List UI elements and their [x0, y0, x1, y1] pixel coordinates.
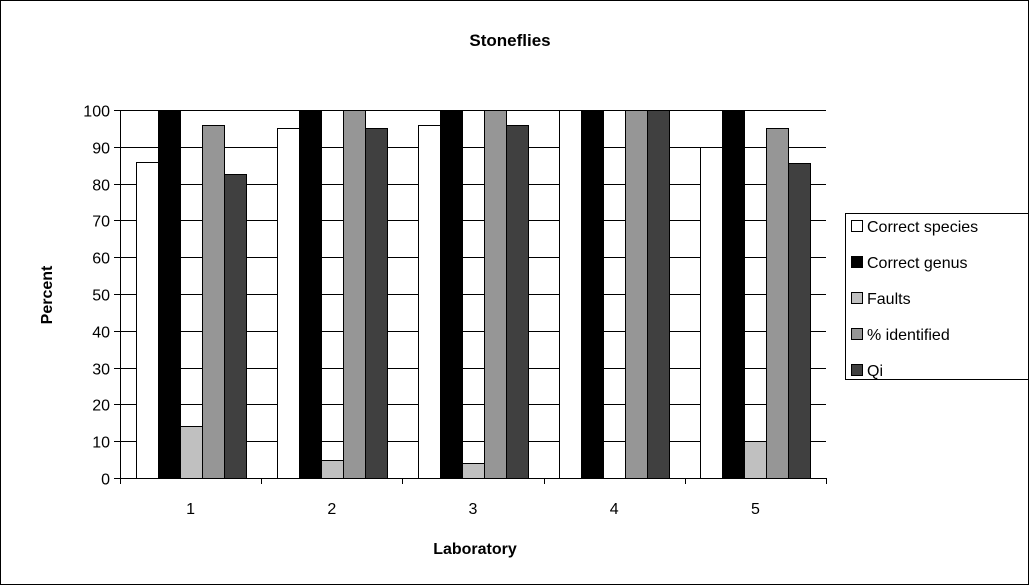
y-tick-label: 80	[92, 178, 110, 195]
legend-swatch	[851, 256, 863, 268]
bar-correct-genus-3	[440, 110, 463, 479]
legend: Correct species Correct genus Faults % iden…	[845, 213, 1029, 380]
bar-correct-species-1	[136, 162, 159, 479]
bar-correct-genus-5	[722, 110, 745, 479]
x-tick-label: 1	[186, 501, 195, 518]
legend-label: Correct species	[867, 219, 978, 236]
bar--identified-2	[343, 110, 366, 479]
x-tick-label: 2	[327, 501, 336, 518]
legend-swatch	[851, 220, 863, 232]
bar-qi-2	[365, 128, 388, 479]
y-tick-label: 100	[83, 104, 110, 121]
legend-label: % identified	[867, 327, 950, 344]
chart-title: Stoneflies	[469, 31, 550, 50]
bars	[136, 110, 811, 479]
bar--identified-5	[766, 128, 789, 479]
bar-correct-species-3	[418, 125, 441, 479]
bar-qi-1	[224, 174, 247, 479]
y-tick-label: 20	[92, 398, 110, 415]
y-tick-label: 70	[92, 214, 110, 231]
bar--identified-1	[202, 125, 225, 479]
y-tick-label: 30	[92, 362, 110, 379]
x-axis-title: Laboratory	[433, 541, 517, 558]
x-tick-label: 3	[469, 501, 478, 518]
bar-correct-species-4	[559, 110, 582, 479]
bar--identified-3	[484, 110, 507, 479]
y-tick-label: 60	[92, 251, 110, 268]
bar-faults-3	[462, 463, 485, 479]
y-tick-label: 10	[92, 435, 110, 452]
y-tick-label: 0	[101, 472, 110, 489]
bar-faults-1	[180, 426, 203, 479]
bar-faults-5	[744, 441, 767, 479]
legend-swatch	[851, 292, 863, 304]
bar-qi-4	[647, 110, 670, 479]
bar-faults-2	[321, 460, 344, 479]
bar-qi-3	[506, 125, 529, 479]
bar-correct-species-2	[277, 128, 300, 479]
y-tick-label: 90	[92, 141, 110, 158]
y-axis-title: Percent	[39, 265, 56, 324]
legend-label: Correct genus	[867, 255, 968, 272]
legend-swatch	[851, 364, 863, 376]
x-tick-label: 5	[751, 501, 760, 518]
legend-label: Faults	[867, 291, 911, 308]
y-tick-label: 50	[92, 288, 110, 305]
bar-correct-genus-4	[581, 110, 604, 479]
bar-qi-5	[788, 163, 811, 479]
legend-box	[845, 213, 1029, 380]
legend-swatch	[851, 328, 863, 340]
bar-correct-genus-2	[299, 110, 322, 479]
tick-labels: 0 10 20 30 40 50 60 70 80 90 100 1 2 3 4 5	[83, 104, 760, 519]
y-tick-label: 40	[92, 325, 110, 342]
axes	[114, 110, 827, 484]
legend-label: Qi	[867, 363, 883, 380]
bar--identified-4	[625, 110, 648, 479]
bar-correct-genus-1	[158, 110, 181, 479]
bar-correct-species-5	[700, 147, 723, 479]
x-tick-label: 4	[610, 501, 619, 518]
